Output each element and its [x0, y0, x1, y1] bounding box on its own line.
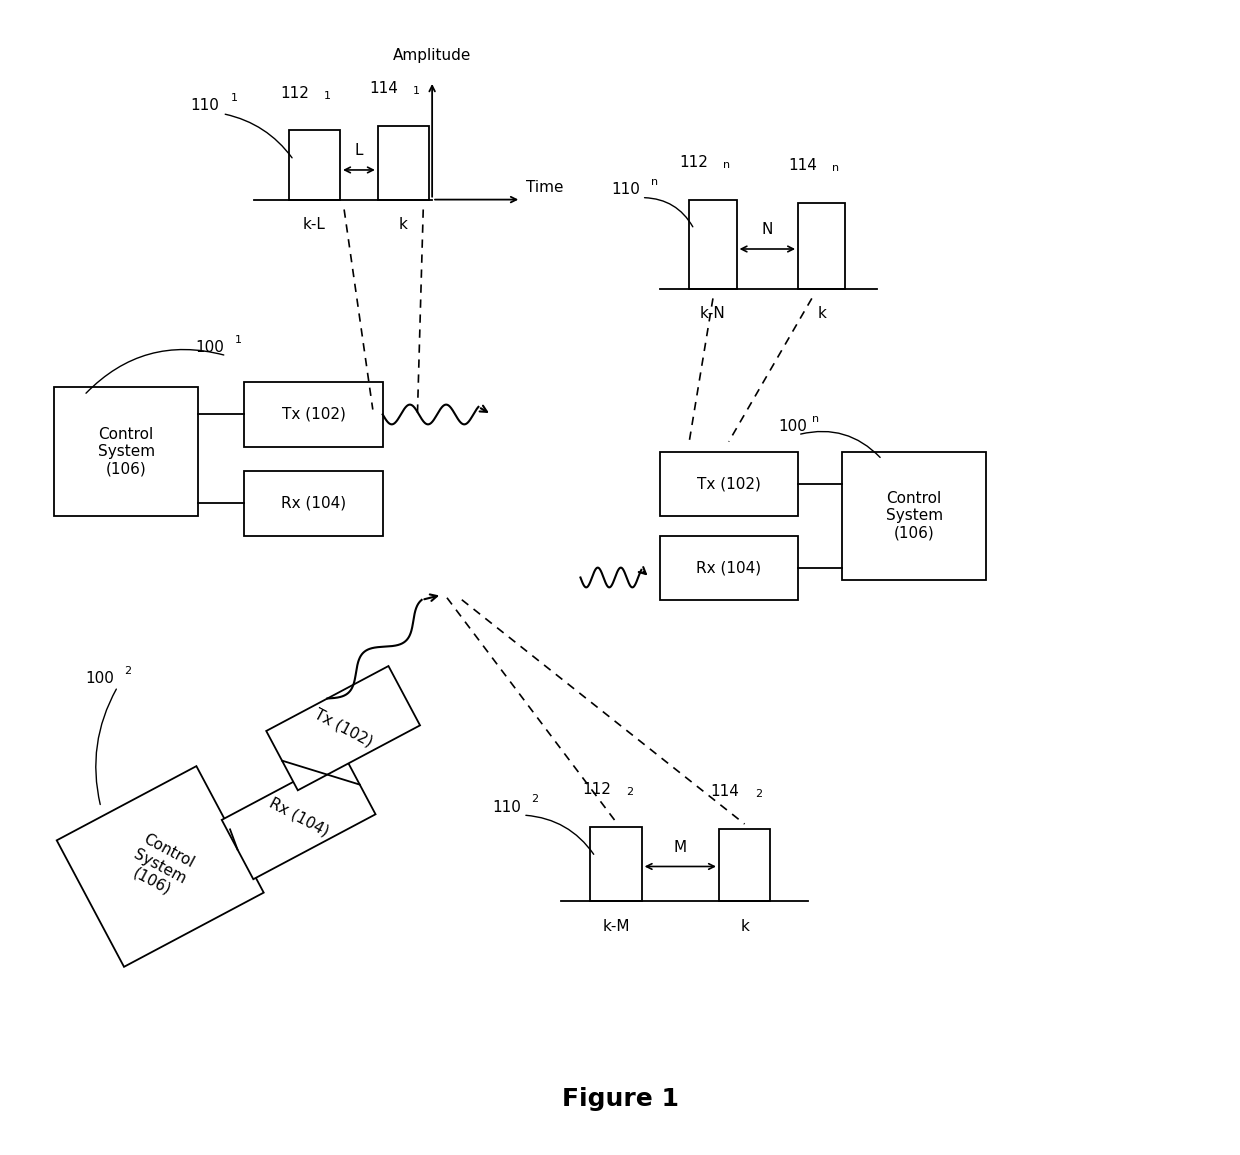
Text: Rx (104): Rx (104): [267, 795, 331, 839]
Text: k: k: [740, 919, 749, 934]
Polygon shape: [222, 755, 376, 879]
Text: Control
System
(106): Control System (106): [123, 832, 197, 902]
Bar: [842, 452, 986, 580]
Text: 2: 2: [532, 795, 538, 804]
Text: k: k: [399, 217, 408, 232]
Text: 110: 110: [492, 799, 521, 814]
Text: Control
System
(106): Control System (106): [98, 426, 155, 476]
Text: M: M: [673, 840, 687, 855]
Bar: [244, 382, 383, 447]
Text: 110: 110: [611, 182, 640, 198]
Bar: [660, 536, 799, 599]
Bar: [378, 126, 429, 200]
Text: Control
System
(106): Control System (106): [885, 491, 942, 541]
Bar: [55, 387, 198, 516]
Text: 114: 114: [787, 158, 817, 173]
Text: Rx (104): Rx (104): [696, 560, 761, 575]
Text: 100: 100: [196, 341, 224, 356]
Text: 112: 112: [280, 85, 310, 100]
Text: n: n: [812, 413, 820, 424]
Text: 2: 2: [755, 789, 763, 799]
Text: Tx (102): Tx (102): [697, 476, 760, 491]
Polygon shape: [267, 666, 420, 790]
Text: Rx (104): Rx (104): [281, 495, 346, 511]
Bar: [660, 452, 799, 516]
Text: Tx (102): Tx (102): [281, 407, 346, 422]
Text: 114: 114: [370, 81, 398, 96]
Text: n: n: [832, 163, 839, 173]
Text: 100: 100: [84, 671, 114, 686]
Text: 2: 2: [124, 666, 131, 676]
Text: 2: 2: [626, 788, 634, 797]
Bar: [719, 829, 770, 901]
Text: 1: 1: [324, 91, 331, 100]
Text: k: k: [817, 306, 826, 321]
Bar: [289, 131, 340, 200]
Text: 112: 112: [583, 782, 611, 797]
Text: 1: 1: [413, 85, 420, 96]
Text: 112: 112: [680, 155, 708, 170]
Text: k-L: k-L: [303, 217, 326, 232]
Bar: [590, 827, 642, 901]
Text: 100: 100: [779, 419, 807, 434]
Bar: [244, 471, 383, 536]
Text: Time: Time: [526, 180, 563, 195]
Bar: [689, 200, 737, 289]
Text: 1: 1: [234, 335, 242, 345]
Text: N: N: [761, 222, 773, 237]
Text: n: n: [651, 177, 658, 187]
Text: Amplitude: Amplitude: [393, 49, 471, 64]
Text: Figure 1: Figure 1: [562, 1087, 678, 1111]
Text: k-M: k-M: [603, 919, 630, 934]
Bar: [799, 202, 846, 289]
Polygon shape: [57, 766, 264, 967]
Text: L: L: [355, 143, 363, 158]
Text: n: n: [723, 159, 730, 170]
Text: Tx (102): Tx (102): [311, 707, 374, 750]
Text: 110: 110: [191, 98, 219, 113]
Text: k-N: k-N: [701, 306, 725, 321]
Text: 1: 1: [231, 92, 238, 103]
Text: 114: 114: [711, 784, 739, 799]
